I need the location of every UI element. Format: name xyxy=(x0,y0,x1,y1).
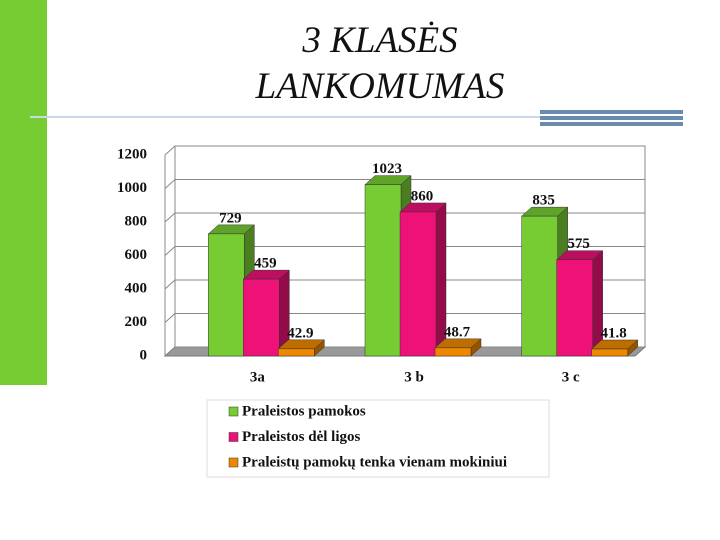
legend-label: Praleistos dėl ligos xyxy=(242,429,360,445)
bar xyxy=(591,348,628,357)
grid-line xyxy=(164,179,176,189)
y-tick-label: 1200 xyxy=(117,146,147,162)
grid-line xyxy=(164,145,176,156)
y-tick-label: 1000 xyxy=(117,180,147,196)
grid-line xyxy=(164,246,176,256)
value-label: 1023 xyxy=(372,161,402,177)
legend-box xyxy=(206,399,550,478)
y-tick-label: 600 xyxy=(125,247,148,263)
stripe xyxy=(540,110,683,114)
value-label: 41.8 xyxy=(601,325,627,341)
x-tick-label: 3a xyxy=(250,369,266,385)
grid-line xyxy=(164,212,176,223)
value-label: 459 xyxy=(254,256,277,272)
legend-swatch xyxy=(228,406,239,417)
bar xyxy=(243,278,280,357)
bar xyxy=(434,347,472,357)
grid-line xyxy=(164,313,176,323)
y-tick-label: 400 xyxy=(125,280,148,296)
legend-swatch xyxy=(228,457,239,468)
legend-swatch xyxy=(228,432,239,442)
value-label: 729 xyxy=(219,210,242,226)
legend-label: Praleistų pamokų tenka vienam mokiniui xyxy=(242,454,507,470)
value-label: 835 xyxy=(532,193,555,209)
bar xyxy=(364,184,402,357)
x-tick-label: 3 b xyxy=(404,369,424,385)
stripe xyxy=(540,116,683,120)
value-label: 48.7 xyxy=(444,324,471,340)
grid-line xyxy=(164,346,176,357)
legend-label: Praleistos pamokos xyxy=(242,403,366,419)
bar xyxy=(399,211,437,357)
y-tick-label: 800 xyxy=(125,213,148,229)
grid-line xyxy=(164,279,176,290)
side-band xyxy=(0,0,47,385)
y-tick-label: 200 xyxy=(125,314,148,330)
value-label: 42.9 xyxy=(287,325,313,341)
bar xyxy=(556,259,593,357)
bar xyxy=(278,348,315,357)
chart-title: 3 KLASĖS LANKOMUMAS xyxy=(255,20,505,107)
bar xyxy=(208,233,245,357)
bar xyxy=(521,215,558,357)
y-tick-label: 0 xyxy=(140,347,148,363)
value-label: 575 xyxy=(567,236,590,252)
x-tick-label: 3 c xyxy=(562,369,580,385)
value-label: 860 xyxy=(411,188,434,204)
stripe xyxy=(540,122,683,126)
